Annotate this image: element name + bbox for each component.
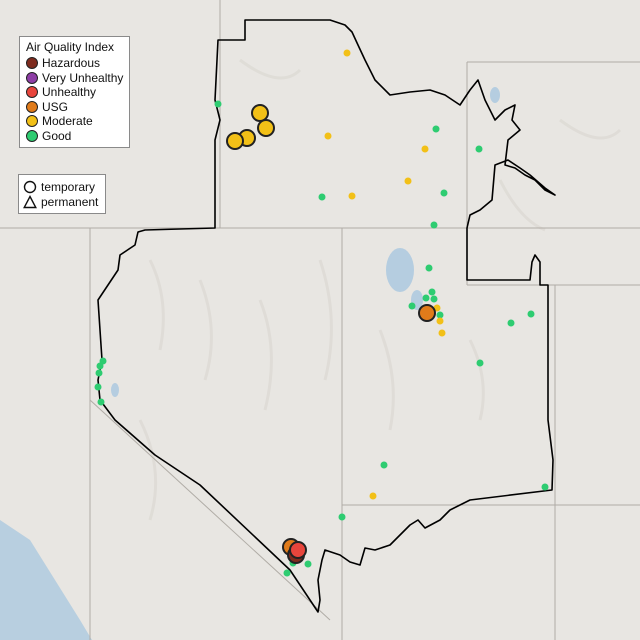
- monitor-good[interactable]: [380, 461, 388, 469]
- monitor-good[interactable]: [283, 569, 291, 577]
- monitor-moderate[interactable]: [324, 132, 332, 140]
- monitor-temporary-moderate[interactable]: [251, 104, 269, 122]
- great-salt-lake: [386, 248, 414, 292]
- monitor-good[interactable]: [430, 221, 438, 229]
- very-unhealthy-swatch-icon: [26, 71, 38, 84]
- good-monitors: [94, 100, 549, 577]
- monitor-good[interactable]: [408, 302, 416, 310]
- monitor-good[interactable]: [507, 319, 515, 327]
- temporary-monitors: [226, 104, 436, 564]
- permanent-label: permanent: [41, 194, 99, 209]
- monitor-temporary-usg[interactable]: [418, 304, 436, 322]
- legend-row-moderate: Moderate: [26, 114, 129, 129]
- monitor-moderate[interactable]: [343, 49, 351, 57]
- legend-row-usg: USG: [26, 100, 129, 115]
- legend-row-temporary: temporary: [23, 180, 105, 195]
- monitor-good[interactable]: [338, 513, 346, 521]
- circle-outline-icon: [23, 181, 37, 194]
- monitor-good[interactable]: [304, 560, 312, 568]
- monitor-good[interactable]: [318, 193, 326, 201]
- moderate-small-monitors: [324, 49, 446, 500]
- usg-swatch-icon: [26, 100, 38, 113]
- monitor-good[interactable]: [430, 295, 438, 303]
- legend-row-good: Good: [26, 129, 129, 144]
- monitor-temporary-moderate[interactable]: [257, 119, 275, 137]
- legend-title: Air Quality Index: [26, 40, 115, 54]
- legend-row-hazardous: Hazardous: [26, 56, 129, 71]
- lakes: [111, 87, 500, 397]
- aqi-legend: Air Quality Index Hazardous Very Unhealt…: [19, 36, 130, 148]
- legend-label: Moderate: [42, 114, 93, 129]
- monitor-good[interactable]: [95, 369, 103, 377]
- monitor-temporary-unhealthy[interactable]: [289, 541, 307, 559]
- monitor-moderate[interactable]: [404, 177, 412, 185]
- monitor-good[interactable]: [96, 362, 104, 370]
- unhealthy-swatch-icon: [26, 86, 38, 99]
- monitor-good[interactable]: [436, 311, 444, 319]
- legend-row-very-unhealthy: Very Unhealthy: [26, 71, 129, 86]
- legend-label: Very Unhealthy: [42, 70, 124, 85]
- legend-label: USG: [42, 99, 69, 114]
- region-boundary: [97, 19, 556, 613]
- monitor-good[interactable]: [97, 398, 105, 406]
- legend-row-unhealthy: Unhealthy: [26, 85, 129, 100]
- legend-label: Good: [42, 128, 72, 143]
- hazardous-swatch-icon: [26, 57, 38, 70]
- monitor-good[interactable]: [527, 310, 535, 318]
- temporary-label: temporary: [41, 180, 96, 195]
- monitor-type-legend: temporary permanent: [18, 174, 106, 214]
- monitor-good[interactable]: [541, 483, 549, 491]
- ocean: [0, 520, 92, 640]
- legend-row-permanent: permanent: [23, 194, 105, 210]
- monitor-moderate[interactable]: [348, 192, 356, 200]
- monitor-good[interactable]: [432, 125, 440, 133]
- terrain-texture: [138, 58, 622, 521]
- yellowstone-lake: [490, 87, 500, 103]
- monitor-good[interactable]: [214, 100, 222, 108]
- monitor-good[interactable]: [428, 288, 436, 296]
- monitor-good[interactable]: [422, 294, 430, 302]
- monitor-temporary-moderate[interactable]: [226, 132, 244, 150]
- good-swatch-icon: [26, 129, 38, 142]
- monitor-moderate[interactable]: [421, 145, 429, 153]
- monitor-moderate[interactable]: [436, 317, 444, 325]
- monitor-good[interactable]: [425, 264, 433, 272]
- monitor-moderate[interactable]: [438, 329, 446, 337]
- legend-label: Hazardous: [42, 56, 101, 71]
- triangle-outline-icon: [23, 194, 37, 208]
- monitor-moderate[interactable]: [369, 492, 377, 500]
- monitor-good[interactable]: [440, 189, 448, 197]
- legend-label: Unhealthy: [42, 85, 97, 100]
- lake-tahoe: [111, 383, 119, 397]
- monitor-good[interactable]: [475, 145, 483, 153]
- monitor-good[interactable]: [94, 383, 102, 391]
- moderate-swatch-icon: [26, 115, 38, 128]
- monitor-good[interactable]: [476, 359, 484, 367]
